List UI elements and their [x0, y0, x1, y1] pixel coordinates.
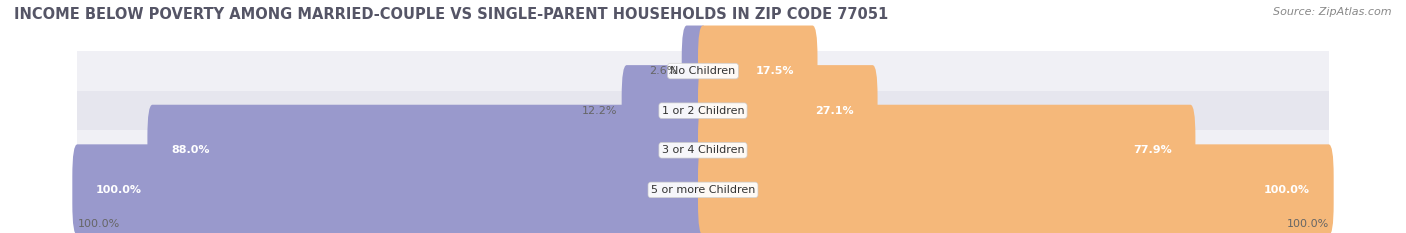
Text: 2.6%: 2.6% — [650, 66, 678, 76]
FancyBboxPatch shape — [148, 105, 709, 196]
Text: 100.0%: 100.0% — [1264, 185, 1310, 195]
FancyBboxPatch shape — [697, 65, 877, 156]
Bar — [77, 130, 1329, 170]
Text: 88.0%: 88.0% — [172, 145, 209, 155]
Text: 27.1%: 27.1% — [815, 106, 853, 116]
Text: INCOME BELOW POVERTY AMONG MARRIED-COUPLE VS SINGLE-PARENT HOUSEHOLDS IN ZIP COD: INCOME BELOW POVERTY AMONG MARRIED-COUPL… — [14, 7, 889, 22]
Text: 17.5%: 17.5% — [755, 66, 794, 76]
FancyBboxPatch shape — [697, 26, 817, 116]
FancyBboxPatch shape — [72, 144, 709, 233]
Bar — [77, 91, 1329, 130]
Text: 1 or 2 Children: 1 or 2 Children — [662, 106, 744, 116]
Text: 12.2%: 12.2% — [582, 106, 617, 116]
Bar — [77, 170, 1329, 210]
Text: 100.0%: 100.0% — [1286, 219, 1329, 229]
Text: 100.0%: 100.0% — [96, 185, 142, 195]
FancyBboxPatch shape — [697, 144, 1334, 233]
Text: No Children: No Children — [671, 66, 735, 76]
Bar — [77, 51, 1329, 91]
FancyBboxPatch shape — [682, 26, 709, 116]
Text: Source: ZipAtlas.com: Source: ZipAtlas.com — [1274, 7, 1392, 17]
Text: 5 or more Children: 5 or more Children — [651, 185, 755, 195]
FancyBboxPatch shape — [697, 105, 1195, 196]
FancyBboxPatch shape — [621, 65, 709, 156]
Text: 3 or 4 Children: 3 or 4 Children — [662, 145, 744, 155]
Text: 77.9%: 77.9% — [1133, 145, 1171, 155]
Text: 100.0%: 100.0% — [77, 219, 120, 229]
